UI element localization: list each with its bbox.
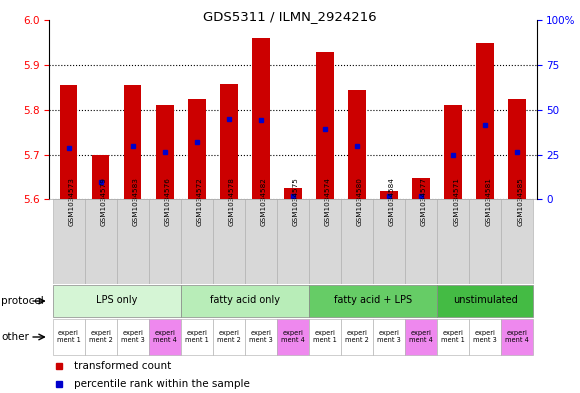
Text: fatty acid only: fatty acid only [210,296,280,305]
Bar [309,199,341,284]
Bar [181,199,213,284]
Bar [148,319,181,355]
Bar [341,199,373,284]
Bar [444,105,462,199]
Bar [213,199,245,284]
Bar [405,319,437,355]
Text: unstimulated: unstimulated [453,296,517,305]
Bar [373,319,405,355]
Text: GSM1034579: GSM1034579 [100,177,107,226]
Text: GSM1034576: GSM1034576 [165,177,171,226]
Bar [85,319,117,355]
Bar [469,319,501,355]
Bar [220,84,238,199]
Text: GSM1034584: GSM1034584 [389,177,395,226]
Bar [124,85,142,199]
Text: GSM1034573: GSM1034573 [68,177,75,226]
Text: GSM1034581: GSM1034581 [485,177,491,226]
Bar [437,285,533,317]
Text: experi
ment 2: experi ment 2 [89,331,113,343]
Text: GSM1034578: GSM1034578 [229,177,235,226]
Bar [213,319,245,355]
Text: experi
ment 3: experi ment 3 [377,331,401,343]
Text: experi
ment 4: experi ment 4 [505,331,529,343]
Bar [405,199,437,284]
Bar [348,90,366,199]
Bar [380,191,398,199]
Bar [117,319,148,355]
Text: GSM1034572: GSM1034572 [197,177,203,226]
Bar [437,199,469,284]
Bar [53,199,85,284]
Bar [53,319,85,355]
Text: protocol: protocol [1,296,44,306]
Bar [277,319,309,355]
Bar [85,199,117,284]
Text: percentile rank within the sample: percentile rank within the sample [74,379,249,389]
Bar [181,285,309,317]
Bar [148,199,181,284]
Bar [252,39,270,199]
Bar [437,319,469,355]
Text: GDS5311 / ILMN_2924216: GDS5311 / ILMN_2924216 [203,10,377,23]
Text: GSM1034571: GSM1034571 [453,177,459,226]
Text: LPS only: LPS only [96,296,137,305]
Text: GSM1034583: GSM1034583 [133,177,139,226]
Bar [277,199,309,284]
Bar [60,85,77,199]
Bar [284,188,302,199]
Bar [156,105,173,199]
Bar [309,285,437,317]
Bar [309,319,341,355]
Text: experi
ment 4: experi ment 4 [281,331,305,343]
Text: transformed count: transformed count [74,361,171,371]
Text: experi
ment 1: experi ment 1 [185,331,209,343]
Bar [316,52,334,199]
Text: experi
ment 4: experi ment 4 [409,331,433,343]
Bar [245,199,277,284]
Text: GSM1034577: GSM1034577 [421,177,427,226]
Text: GSM1034585: GSM1034585 [517,177,523,226]
Bar [476,43,494,199]
Bar [188,99,205,199]
Text: experi
ment 2: experi ment 2 [217,331,241,343]
Bar [509,99,526,199]
Bar [92,154,110,199]
Text: GSM1034575: GSM1034575 [293,177,299,226]
Text: experi
ment 3: experi ment 3 [249,331,273,343]
Text: experi
ment 3: experi ment 3 [121,331,144,343]
Text: experi
ment 4: experi ment 4 [153,331,177,343]
Bar [412,178,430,199]
Bar [245,319,277,355]
Text: other: other [1,332,29,342]
Bar [117,199,148,284]
Bar [181,319,213,355]
Bar [341,319,373,355]
Text: GSM1034574: GSM1034574 [325,177,331,226]
Text: experi
ment 1: experi ment 1 [57,331,81,343]
Text: GSM1034580: GSM1034580 [357,177,363,226]
Text: experi
ment 1: experi ment 1 [313,331,337,343]
Bar [501,199,533,284]
Text: experi
ment 3: experi ment 3 [473,331,497,343]
Text: fatty acid + LPS: fatty acid + LPS [334,296,412,305]
Bar [373,199,405,284]
Bar [501,319,533,355]
Text: GSM1034582: GSM1034582 [261,177,267,226]
Text: experi
ment 1: experi ment 1 [441,331,465,343]
Text: experi
ment 2: experi ment 2 [345,331,369,343]
Bar [469,199,501,284]
Bar [53,285,181,317]
